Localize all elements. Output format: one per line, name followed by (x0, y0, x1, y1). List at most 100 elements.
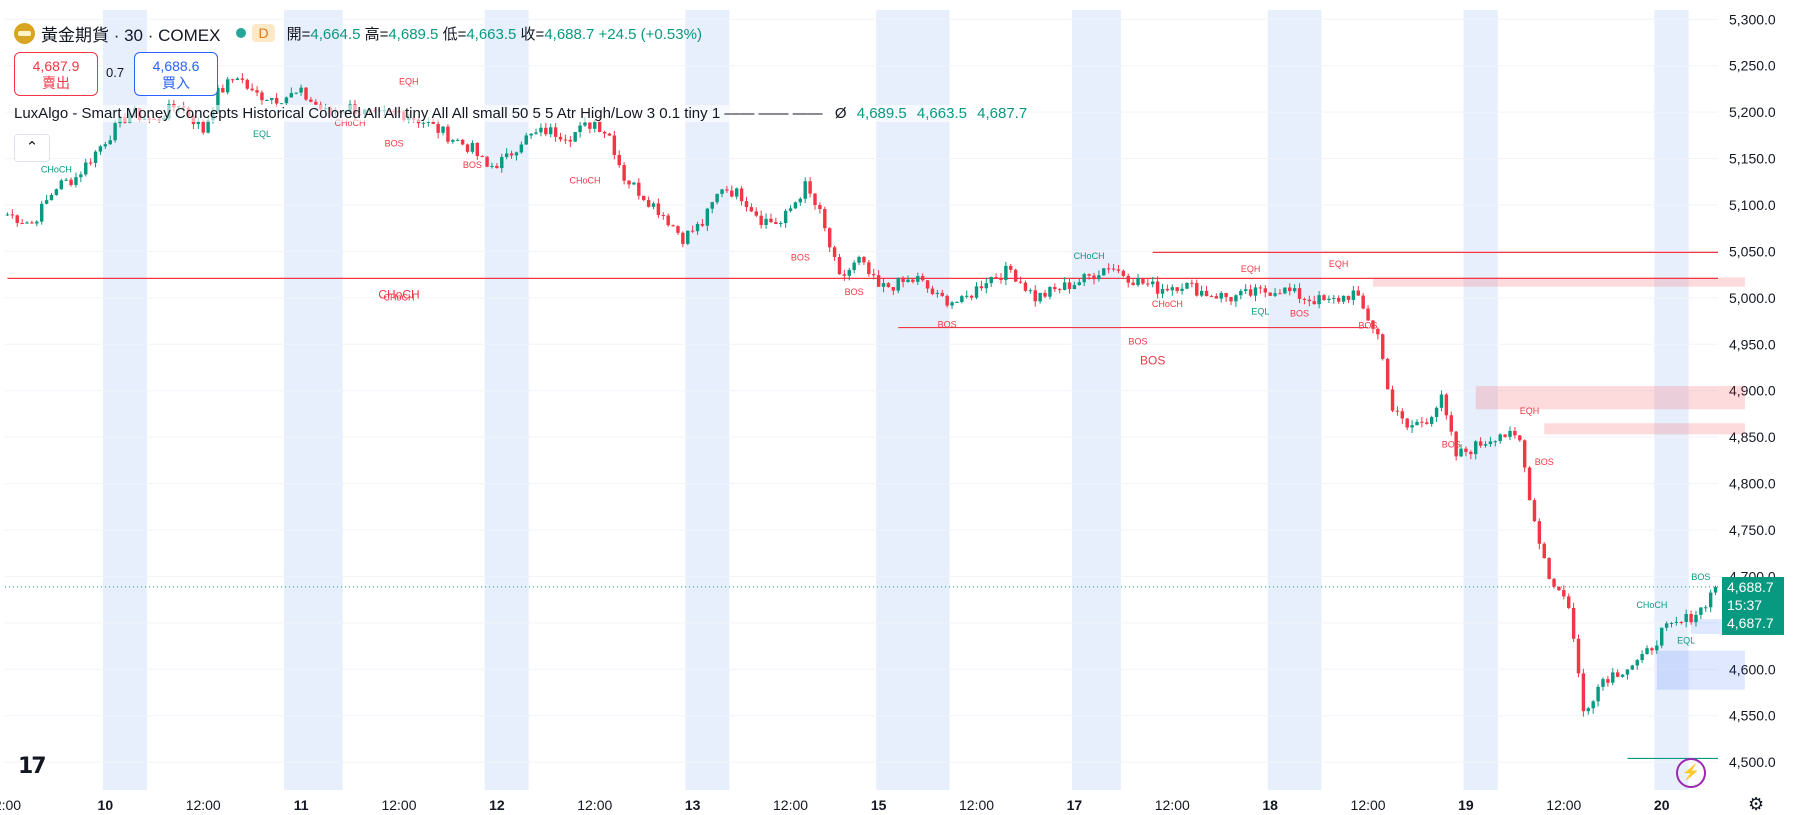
candle-body (876, 275, 881, 287)
candle-body (925, 280, 930, 289)
candle-body (1449, 415, 1453, 432)
candle-body (901, 277, 905, 283)
bolt-icon[interactable]: ⚡ (1676, 758, 1706, 788)
y-tick-label: 5,150.0 (1729, 151, 1776, 167)
candle-body (940, 292, 944, 296)
candle-body (710, 202, 714, 209)
candle-body (1116, 269, 1121, 271)
buy-button[interactable]: 4,688.6 買入 (134, 52, 218, 96)
candle-body (1655, 645, 1659, 651)
candle-body (59, 180, 63, 190)
candle-body (965, 295, 969, 297)
candle-body (588, 122, 592, 129)
chart-header: 黃金期貨 · 30 · COMEX D 開=4,664.5 高=4,689.5 … (14, 20, 702, 46)
candle-body (54, 189, 59, 196)
candle-body (847, 270, 851, 276)
candle-body (1102, 268, 1106, 276)
candle-body (74, 177, 78, 185)
candle-body (534, 132, 538, 134)
candle-body (1704, 607, 1708, 609)
x-tick-label: 12:00 (1155, 797, 1190, 812)
candle-body (216, 88, 220, 112)
collapse-legend-button[interactable]: ⌃ (14, 134, 50, 162)
candle-body (1146, 283, 1150, 285)
candle-body (1694, 614, 1698, 623)
candle-body (1459, 448, 1463, 457)
candle-body (597, 121, 602, 132)
candle-body (485, 156, 489, 167)
candle-body (1067, 282, 1072, 290)
candle-body (651, 203, 656, 207)
candle-body (1381, 334, 1385, 359)
symbol-title[interactable]: 黃金期貨 · 30 · COMEX (41, 25, 221, 45)
chevron-up-icon: ⌃ (25, 139, 39, 156)
candle-body (465, 144, 470, 152)
settings-icon[interactable]: ⚙ (1748, 794, 1765, 814)
sell-button[interactable]: 4,687.9 賣出 (14, 52, 98, 96)
candle-body (764, 218, 768, 226)
candle-body (221, 88, 225, 93)
candle-body (270, 97, 274, 100)
sell-label: 賣出 (42, 75, 70, 91)
low-label: 低= (442, 25, 467, 43)
y-tick-label: 4,850.0 (1729, 429, 1776, 445)
candle-body (1258, 287, 1263, 289)
candle-body (1048, 286, 1052, 297)
candle-body (842, 274, 847, 276)
candle-body (1322, 295, 1326, 301)
interval-badge[interactable]: D (252, 24, 275, 42)
candle-body (426, 121, 431, 123)
candle-body (421, 122, 426, 124)
candle-body (827, 228, 832, 248)
indicator-symbol: Ø (834, 105, 847, 122)
candle-body (1053, 286, 1057, 290)
candle-body (548, 127, 553, 135)
candle-body (1253, 287, 1258, 296)
candle-body (1405, 418, 1409, 428)
candle-body (5, 214, 10, 216)
smc-annotation: EQH (1520, 406, 1540, 416)
candle-body (690, 230, 695, 232)
y-tick-label: 4,600.0 (1729, 661, 1776, 677)
y-tick-label: 4,900.0 (1729, 383, 1776, 399)
candle-body (495, 165, 499, 169)
indicator-legend[interactable]: LuxAlgo - Smart Money Concepts Historica… (14, 105, 1028, 122)
buy-price: 4,688.6 (152, 58, 200, 74)
candle-body (1106, 268, 1111, 270)
high-value: 4,689.5 (388, 25, 439, 43)
candle-body (823, 209, 827, 229)
candle-body (1518, 435, 1522, 441)
candle-body (935, 292, 940, 294)
candle-body (1635, 660, 1639, 666)
candle-body (206, 120, 210, 133)
candle-body (25, 222, 29, 224)
candle-body (1224, 292, 1228, 298)
candle-body (284, 97, 289, 104)
candle-body (558, 136, 563, 140)
candle-body (1072, 285, 1077, 290)
session-band (484, 10, 529, 790)
order-block-zone (1475, 386, 1745, 410)
candle-body (265, 99, 269, 101)
order-block-zone (1544, 423, 1745, 435)
candle-body (1302, 298, 1307, 300)
candle-body (1248, 289, 1253, 296)
candle-body (103, 144, 108, 147)
candle-body (715, 193, 719, 203)
candle-body (1429, 417, 1434, 424)
smc-annotation: BOS (845, 287, 864, 297)
smc-annotation: BOS (1535, 457, 1554, 467)
candle-body (622, 165, 626, 181)
candle-body (1043, 292, 1047, 297)
candle-body (950, 302, 954, 306)
tradingview-logo[interactable]: 17 (18, 754, 47, 779)
candle-body (1141, 278, 1145, 284)
candle-body (1087, 274, 1091, 276)
candle-body (436, 123, 440, 133)
candle-body (304, 87, 308, 100)
candle-body (20, 222, 24, 224)
candle-body (1028, 290, 1033, 292)
candle-body (1023, 282, 1028, 291)
x-tick-label: 12:00 (773, 797, 808, 812)
